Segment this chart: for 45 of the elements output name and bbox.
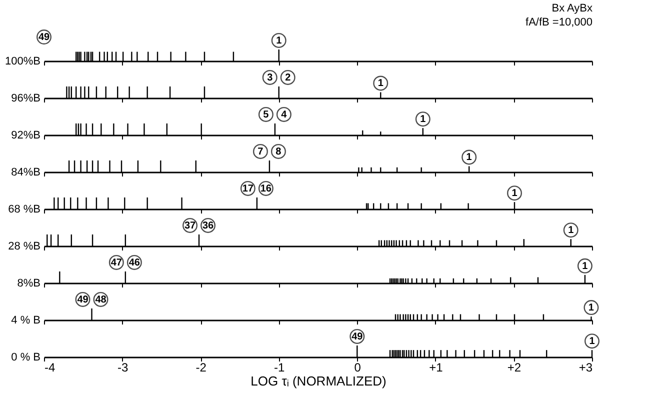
y-axis-title: 84%B — [11, 166, 40, 178]
annotation: 47 — [110, 257, 122, 268]
text: 49 — [38, 32, 50, 43]
y-axis-title: 96%B — [11, 92, 40, 104]
annotation: 49 — [352, 331, 364, 342]
annotation: 1 — [589, 336, 596, 348]
annotation: 1 — [512, 188, 518, 200]
annotation: 3 — [267, 72, 274, 84]
annotation: 49 — [77, 294, 89, 306]
x-tick-label: +1 — [429, 360, 444, 374]
annotation: 4 — [281, 109, 288, 120]
annotation: 1 — [568, 225, 574, 236]
annotation: 36 — [202, 220, 214, 232]
annotation: 2 — [285, 72, 292, 84]
annotation: 8 — [276, 146, 282, 158]
x-tick-label: +3 — [578, 360, 593, 374]
y-axis-title: 92%B — [11, 130, 40, 142]
x-tick-label: +2 — [507, 360, 522, 374]
annotation: 1 — [378, 78, 384, 90]
annotation: 16 — [260, 183, 272, 194]
annotation: 1 — [276, 35, 282, 46]
annotation: 5 — [263, 109, 270, 120]
annotation: 17 — [242, 183, 254, 194]
x-axis-title: LOG τᵢ (NORMALIZED) — [250, 374, 386, 388]
x-tick-label: -4 — [44, 360, 56, 374]
y-axis-title: 8%B — [17, 278, 40, 290]
annotation: 48 — [95, 294, 107, 306]
y-axis-title: 0 % B — [11, 352, 40, 364]
annotation: 1 — [588, 302, 594, 314]
annotation: 1 — [582, 260, 588, 272]
y-axis-title: 28 %B — [8, 240, 40, 252]
annotation: 1 — [466, 152, 472, 164]
chart-subtitle: fA/fB =10,000 — [526, 16, 592, 29]
y-axis-title: 68 %B — [8, 204, 40, 216]
y-axis-title: 4 % B — [11, 314, 40, 326]
annotation: 7 — [258, 146, 264, 158]
x-tick-label: 0 — [354, 360, 362, 374]
x-tick-label: -3 — [117, 360, 128, 374]
chart-title: Bx AyBx — [552, 2, 593, 15]
x-tick-label: -1 — [274, 360, 286, 374]
annotation: 46 — [128, 257, 140, 268]
annotation: 1 — [420, 114, 426, 126]
x-tick-label: -2 — [196, 360, 207, 374]
annotation: 37 — [184, 220, 196, 232]
y-axis-title: 100%B — [5, 56, 40, 68]
